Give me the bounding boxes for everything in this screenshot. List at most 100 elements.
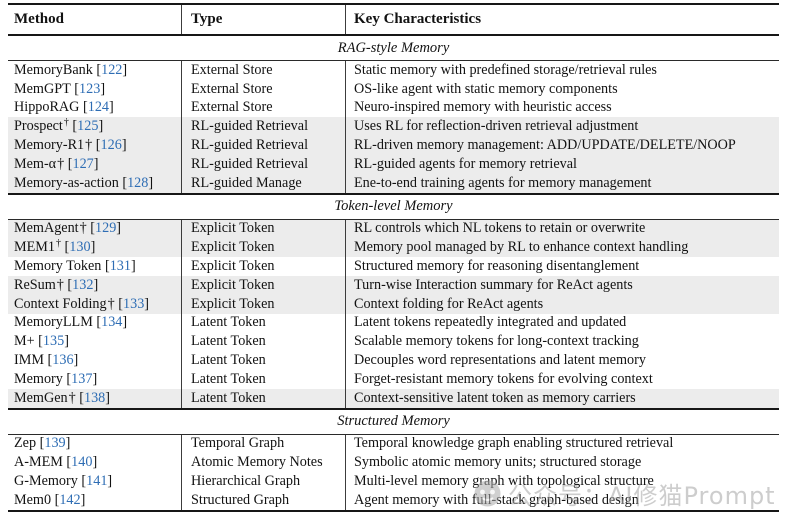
citation-link[interactable]: [141] [77, 473, 113, 490]
section-rule [8, 218, 779, 220]
citation-link[interactable]: [139] [36, 435, 71, 452]
section-separator-rule [8, 509, 779, 512]
table-row: A-MEM [140] Atomic Memory Notes Symbolic a… [8, 453, 779, 473]
citation-link[interactable]: [127] [64, 155, 99, 172]
table-row: Zep [139] Temporal Graph Temporal knowledg… [8, 434, 779, 454]
citation-link[interactable]: [140] [62, 454, 98, 471]
citation-number: 126 [100, 137, 122, 154]
table-row: G-Memory [141] Hierarchical Graph Multi-le… [8, 472, 779, 491]
characteristics-cell: Uses RL for reflection-driven retrieval … [345, 117, 779, 137]
method-cell: Memory-R1 † [126] [8, 136, 181, 155]
citation-link[interactable]: [142] [51, 491, 86, 508]
method-cell: MEM1 † [130] [8, 238, 181, 257]
citation-link[interactable]: [132] [63, 276, 99, 293]
table-header-row: Method Type Key Characteristics [8, 5, 779, 34]
table-row: HippoRAG [124] External Store Neuro-inspir… [8, 98, 779, 118]
characteristics-cell: Latent tokens repeatedly integrated and … [345, 313, 779, 333]
characteristics-cell: Static memory with predefined storage/re… [345, 61, 779, 80]
method-name: MEM1 [14, 239, 55, 256]
dagger-mark: † [56, 276, 64, 293]
citation-number: 131 [109, 258, 131, 275]
type-cell: Hierarchical Graph [181, 472, 345, 491]
type-cell: Latent Token [181, 388, 345, 408]
table-row: Memory-R1 † [126] RL-guided Retrieval RL-dr… [8, 136, 779, 155]
method-name: Mem0 [14, 491, 52, 508]
type-cell: External Store [181, 98, 345, 118]
citation-number: 137 [71, 370, 93, 387]
header-method: Method [14, 11, 64, 27]
method-cell: Memory Token [131] [8, 257, 181, 276]
method-cell: Zep [139] [8, 435, 181, 454]
citation-number: 132 [72, 276, 94, 293]
table-row: MemGPT [123] External Store OS-like agent … [8, 79, 779, 99]
citation-link[interactable]: [124] [79, 99, 114, 116]
citation-number: 125 [77, 118, 99, 135]
citation-link[interactable]: [122] [92, 61, 128, 78]
citation-link[interactable]: [138] [75, 389, 110, 406]
method-name: Zep [14, 435, 37, 452]
method-cell: Mem-α † [127] [8, 155, 181, 174]
characteristics-cell: Decouples word representations and laten… [345, 351, 779, 370]
method-name: A-MEM [14, 454, 63, 471]
type-cell: Atomic Memory Notes [181, 453, 345, 473]
citation-link[interactable]: [128] [118, 174, 154, 191]
characteristics-cell: RL-driven memory management: ADD/UPDATE/… [345, 136, 779, 155]
citation-number: 142 [59, 491, 81, 508]
method-cell: Mem0 [142] [8, 491, 181, 510]
table-row: Memory Token [131] Explicit Token Structur… [8, 257, 779, 276]
citation-number: 129 [95, 220, 117, 237]
citation-number: 122 [101, 61, 123, 78]
characteristics-cell: Temporal knowledge graph enabling struct… [345, 434, 779, 454]
dagger-mark: † [68, 389, 76, 406]
method-name: M+ [14, 333, 35, 350]
citation-link[interactable]: [129] [86, 220, 122, 237]
table-row: Context Folding † [133] Explicit Token Cont… [8, 294, 779, 314]
characteristics-cell: Agent memory with full-stack graph-based… [345, 490, 779, 510]
section-label: Token-level Memory [334, 198, 453, 215]
method-cell: MemAgent † [129] [8, 220, 181, 239]
table-row: Memory-as-action [128] RL-guided Manage En… [8, 173, 779, 193]
type-cell: Latent Token [181, 369, 345, 389]
citation-link[interactable]: [130] [61, 239, 96, 256]
table-row: MEM1 † [130] Explicit Token Memory pool man… [8, 238, 779, 258]
citation-number: 123 [79, 80, 101, 97]
method-cell: HippoRAG [124] [8, 99, 181, 118]
method-name: Mem-α [14, 155, 57, 172]
citation-link[interactable]: [126] [92, 137, 127, 154]
method-name: MemoryBank [14, 61, 93, 78]
citation-link[interactable]: [137] [62, 370, 98, 387]
characteristics-cell: Context folding for ReAct agents [345, 294, 779, 314]
dagger-mark: † [57, 155, 65, 172]
type-cell: Explicit Token [181, 257, 345, 276]
citation-link[interactable]: [131] [101, 258, 136, 275]
citation-link[interactable]: [136] [43, 352, 79, 369]
method-name: Memory [14, 370, 63, 387]
method-name: Context Folding [14, 295, 107, 312]
table-row: MemoryLLM [134] Latent Token Latent tokens… [8, 313, 779, 333]
citation-link[interactable]: [135] [34, 333, 69, 350]
method-cell: Prospect † [125] [8, 117, 181, 136]
table-top-rule [8, 3, 779, 5]
characteristics-cell: Context-sensitive latent token as memory… [345, 388, 779, 408]
methods-comparison-table: Method Type Key Characteristics RAG-styl… [8, 3, 779, 512]
citation-number: 136 [52, 352, 74, 369]
type-cell: RL-guided Retrieval [181, 154, 345, 174]
method-cell: Memory [137] [8, 370, 181, 389]
dagger-mark: † [63, 116, 69, 128]
characteristics-cell: Symbolic atomic memory units; structured… [345, 453, 779, 473]
method-name: MemAgent [14, 220, 79, 237]
type-cell: Latent Token [181, 351, 345, 370]
method-name: Memory Token [14, 258, 102, 275]
citation-link[interactable]: [134] [92, 314, 128, 331]
characteristics-cell: Memory pool managed by RL to enhance con… [345, 238, 779, 258]
type-cell: Latent Token [181, 313, 345, 333]
type-cell: External Store [181, 61, 345, 80]
table-row: MemGen † [138] Latent Token Context-sensiti… [8, 388, 779, 408]
type-cell: Latent Token [181, 332, 345, 352]
type-cell: External Store [181, 79, 345, 99]
citation-link[interactable]: [133] [114, 295, 150, 312]
method-cell: MemoryBank [122] [8, 61, 181, 80]
citation-link[interactable]: [123] [70, 80, 106, 97]
citation-link[interactable]: [125] [68, 118, 104, 135]
method-cell: MemGPT [123] [8, 80, 181, 99]
